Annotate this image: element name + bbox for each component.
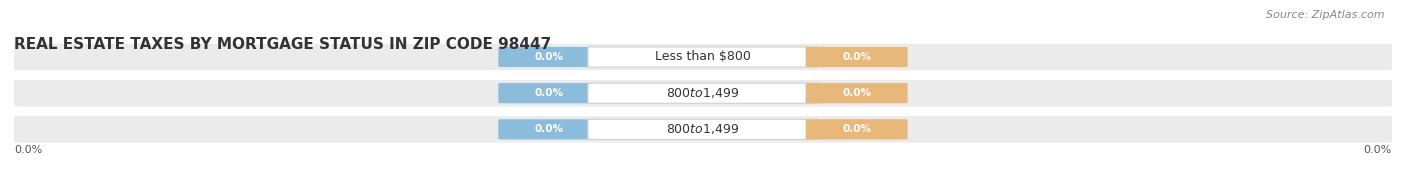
FancyBboxPatch shape — [7, 44, 1399, 70]
FancyBboxPatch shape — [806, 47, 908, 67]
Text: 0.0%: 0.0% — [1364, 145, 1392, 155]
Text: Source: ZipAtlas.com: Source: ZipAtlas.com — [1267, 10, 1385, 20]
Text: $800 to $1,499: $800 to $1,499 — [666, 86, 740, 100]
FancyBboxPatch shape — [498, 83, 600, 103]
FancyBboxPatch shape — [806, 83, 908, 103]
Text: $800 to $1,499: $800 to $1,499 — [666, 122, 740, 136]
Text: REAL ESTATE TAXES BY MORTGAGE STATUS IN ZIP CODE 98447: REAL ESTATE TAXES BY MORTGAGE STATUS IN … — [14, 37, 551, 52]
Text: 0.0%: 0.0% — [534, 124, 564, 134]
FancyBboxPatch shape — [498, 119, 600, 140]
FancyBboxPatch shape — [588, 83, 818, 103]
FancyBboxPatch shape — [806, 119, 908, 140]
Text: 0.0%: 0.0% — [842, 124, 872, 134]
Text: 0.0%: 0.0% — [842, 52, 872, 62]
Text: 0.0%: 0.0% — [842, 88, 872, 98]
FancyBboxPatch shape — [588, 47, 818, 67]
FancyBboxPatch shape — [7, 80, 1399, 106]
FancyBboxPatch shape — [588, 119, 818, 140]
Text: 0.0%: 0.0% — [14, 145, 42, 155]
Text: Less than $800: Less than $800 — [655, 51, 751, 64]
FancyBboxPatch shape — [498, 47, 600, 67]
Text: 0.0%: 0.0% — [534, 88, 564, 98]
FancyBboxPatch shape — [7, 116, 1399, 142]
Text: 0.0%: 0.0% — [534, 52, 564, 62]
